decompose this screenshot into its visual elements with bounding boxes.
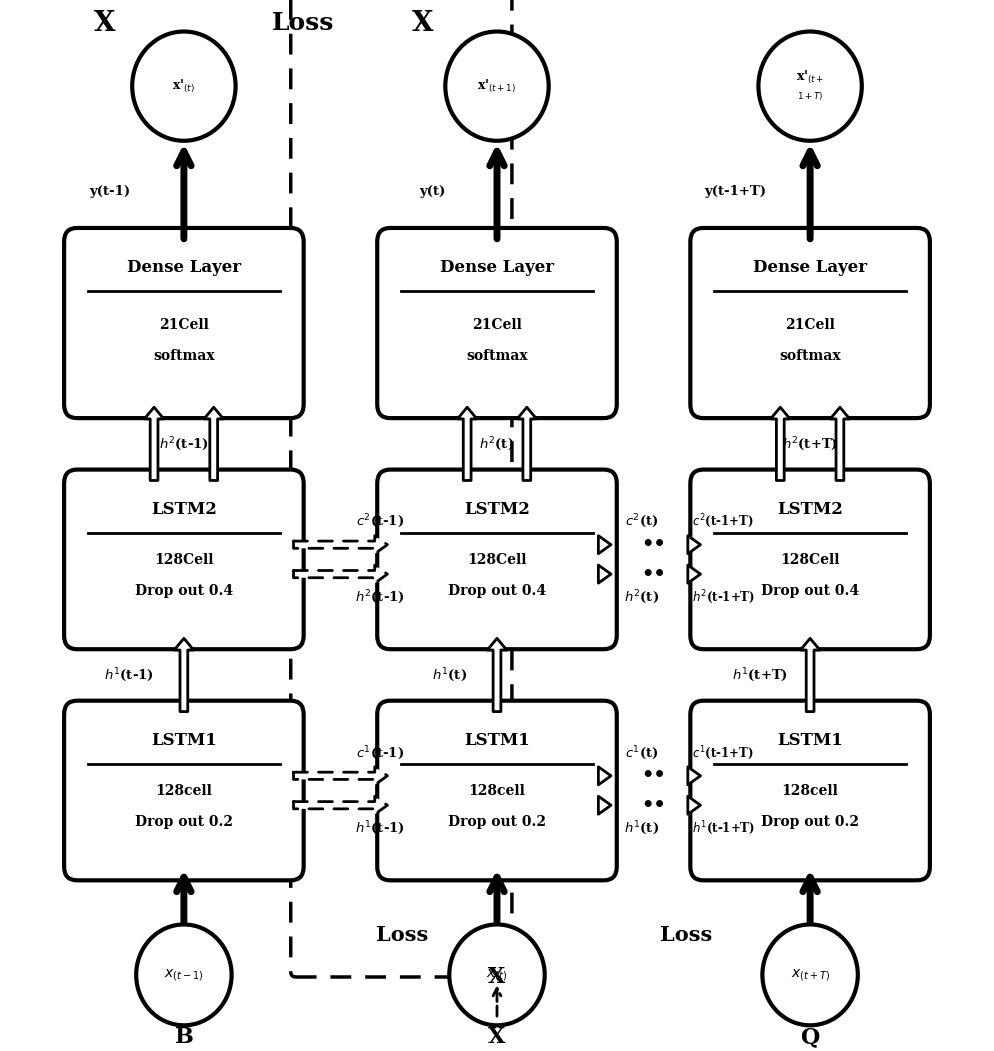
Text: Drop out 0.4: Drop out 0.4	[761, 584, 859, 598]
Text: $h^2$(t): $h^2$(t)	[624, 589, 659, 606]
Text: $c^1$(t): $c^1$(t)	[625, 744, 658, 762]
Text: Drop out 0.4: Drop out 0.4	[135, 584, 233, 598]
Text: $x_{(t)}$: $x_{(t)}$	[486, 967, 508, 983]
Text: ••: ••	[641, 535, 666, 554]
Text: Dense Layer: Dense Layer	[127, 260, 241, 276]
Text: y(t-1): y(t-1)	[88, 185, 130, 198]
Text: $x_{(t+T)}$: $x_{(t+T)}$	[790, 967, 830, 983]
Text: Q: Q	[800, 1026, 820, 1048]
Text: ••: ••	[641, 564, 666, 583]
Text: 128Cell: 128Cell	[780, 553, 840, 566]
Text: 128Cell: 128Cell	[154, 553, 214, 566]
Text: y(t-1+T): y(t-1+T)	[705, 185, 766, 198]
Text: LSTM1: LSTM1	[151, 733, 217, 749]
Text: X: X	[93, 9, 115, 37]
Text: softmax: softmax	[153, 349, 215, 364]
Text: $h^1$(t+T): $h^1$(t+T)	[733, 666, 788, 684]
Text: $c^2$(t-1): $c^2$(t-1)	[356, 513, 405, 531]
Text: 21Cell: 21Cell	[159, 317, 209, 332]
FancyBboxPatch shape	[690, 470, 929, 650]
Text: $c^1$(t-1+T): $c^1$(t-1+T)	[693, 744, 753, 762]
Text: $h^1$(t-1+T): $h^1$(t-1+T)	[692, 820, 754, 838]
Text: $h^1$(t-1): $h^1$(t-1)	[104, 666, 154, 684]
Text: LSTM2: LSTM2	[151, 501, 217, 518]
Text: $h^1$(t): $h^1$(t)	[624, 820, 659, 838]
Text: $h^1$(t): $h^1$(t)	[431, 666, 467, 684]
Text: $h^2$(t+T): $h^2$(t+T)	[782, 435, 838, 453]
Text: $h^2$(t-1): $h^2$(t-1)	[355, 589, 406, 606]
Text: $h^2$(t-1+T): $h^2$(t-1+T)	[692, 589, 754, 606]
Text: x'$_{(t+}$
$_{1+T)}$: x'$_{(t+}$ $_{1+T)}$	[796, 69, 824, 103]
Text: softmax: softmax	[466, 349, 528, 364]
Circle shape	[762, 925, 858, 1026]
FancyBboxPatch shape	[378, 228, 616, 418]
Text: ••: ••	[641, 766, 666, 785]
Text: $h^2$(t): $h^2$(t)	[479, 435, 515, 453]
Text: LSTM1: LSTM1	[464, 733, 530, 749]
Text: 128cell: 128cell	[468, 784, 526, 798]
Text: Loss: Loss	[272, 12, 334, 35]
Text: Dense Layer: Dense Layer	[440, 260, 554, 276]
Text: Drop out 0.2: Drop out 0.2	[448, 816, 546, 829]
Text: Drop out 0.4: Drop out 0.4	[448, 584, 546, 598]
Text: 128cell: 128cell	[155, 784, 213, 798]
Circle shape	[445, 32, 549, 141]
Text: 128Cell: 128Cell	[467, 553, 527, 566]
Text: 21Cell: 21Cell	[785, 317, 835, 332]
Text: X: X	[488, 966, 506, 988]
Text: LSTM1: LSTM1	[777, 733, 843, 749]
Circle shape	[132, 32, 236, 141]
Text: x'$_{(t+1)}$: x'$_{(t+1)}$	[477, 78, 517, 95]
FancyBboxPatch shape	[378, 701, 616, 881]
Text: Drop out 0.2: Drop out 0.2	[135, 816, 233, 829]
Text: LSTM2: LSTM2	[464, 501, 530, 518]
Text: X: X	[412, 9, 433, 37]
Text: Loss: Loss	[377, 925, 428, 945]
Text: softmax: softmax	[779, 349, 841, 364]
Text: 128cell: 128cell	[781, 784, 839, 798]
Text: x'$_{(t)}$: x'$_{(t)}$	[172, 78, 196, 95]
Text: $c^2$(t): $c^2$(t)	[625, 513, 658, 531]
FancyBboxPatch shape	[378, 470, 616, 650]
Text: $c^1$(t-1): $c^1$(t-1)	[356, 744, 405, 762]
Text: $x_{(t-1)}$: $x_{(t-1)}$	[164, 967, 204, 983]
FancyBboxPatch shape	[64, 701, 304, 881]
Text: LSTM2: LSTM2	[777, 501, 843, 518]
Text: X: X	[488, 1026, 506, 1048]
Text: ••: ••	[641, 796, 666, 815]
FancyBboxPatch shape	[64, 470, 304, 650]
Text: B: B	[175, 1026, 193, 1048]
Circle shape	[449, 925, 545, 1026]
Text: Loss: Loss	[660, 925, 712, 945]
FancyBboxPatch shape	[64, 228, 304, 418]
FancyBboxPatch shape	[690, 228, 929, 418]
Circle shape	[758, 32, 862, 141]
FancyBboxPatch shape	[690, 701, 929, 881]
Text: y(t): y(t)	[419, 185, 445, 198]
Text: Drop out 0.2: Drop out 0.2	[761, 816, 859, 829]
Circle shape	[136, 925, 232, 1026]
Text: 21Cell: 21Cell	[472, 317, 522, 332]
Text: $c^2$(t-1+T): $c^2$(t-1+T)	[693, 513, 753, 531]
Text: Dense Layer: Dense Layer	[753, 260, 867, 276]
Text: $h^2$(t-1): $h^2$(t-1)	[159, 435, 209, 453]
Text: $h^1$(t-1): $h^1$(t-1)	[355, 820, 406, 838]
